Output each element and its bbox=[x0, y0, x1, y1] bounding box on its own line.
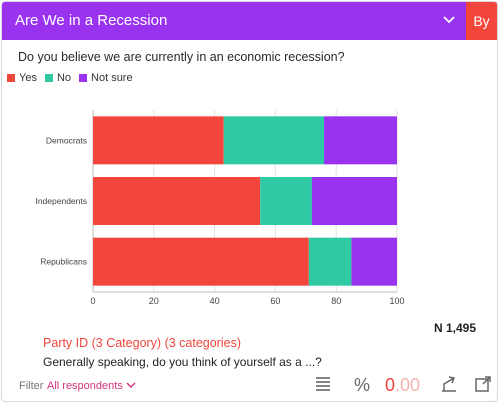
legend-item-no: No bbox=[44, 72, 72, 84]
bar-segment bbox=[93, 116, 224, 165]
stacked-bar-chart: 0 20 40 60 80 100 Democrats Independents Republi… bbox=[35, 110, 405, 306]
party-id-question: Generally speaking, do you think of your… bbox=[43, 355, 322, 369]
chevron-down-icon[interactable] bbox=[442, 13, 456, 27]
x-tick-label: 80 bbox=[331, 296, 341, 306]
percent-toggle[interactable]: % bbox=[354, 375, 371, 395]
share-icon[interactable] bbox=[440, 375, 458, 398]
x-tick-label: 0 bbox=[90, 296, 95, 306]
party-id-label[interactable]: Party ID (3 Category) (3 categories) bbox=[43, 336, 241, 350]
question-text: Do you believe we are currently in an ec… bbox=[18, 50, 345, 64]
expand-icon[interactable] bbox=[474, 375, 492, 398]
legend-label-not-sure: Not sure bbox=[91, 72, 133, 84]
legend-item-yes: Yes bbox=[7, 72, 37, 84]
legend-item-not-sure: Not sure bbox=[79, 72, 133, 84]
filter-value: All respondents bbox=[47, 380, 123, 392]
filter-dropdown[interactable]: All respondents bbox=[47, 380, 136, 392]
x-tick-label: 60 bbox=[270, 296, 280, 306]
decimals-toggle[interactable]: 0.00 bbox=[385, 375, 420, 396]
table-view-icon[interactable] bbox=[314, 375, 332, 396]
chart-legend: Yes No Not sure bbox=[7, 72, 133, 84]
decimals-extra: .00 bbox=[395, 375, 421, 395]
legend-label-no: No bbox=[56, 72, 72, 84]
bar-segment bbox=[311, 177, 397, 225]
chevron-down-icon bbox=[126, 382, 136, 388]
decimals-main: 0 bbox=[385, 375, 396, 395]
bar-segment bbox=[260, 177, 312, 225]
bar-segment bbox=[223, 116, 325, 165]
bar-segment bbox=[308, 237, 352, 286]
legend-label-yes: Yes bbox=[19, 72, 37, 84]
bar-segment bbox=[324, 116, 397, 165]
x-tick-label: 40 bbox=[210, 296, 220, 306]
legend-swatch-not-sure bbox=[79, 74, 88, 82]
bar-segment bbox=[351, 237, 397, 286]
bar-segment bbox=[93, 237, 309, 286]
category-label: Independents bbox=[35, 196, 87, 206]
card-title: Are We in a Recession bbox=[15, 12, 168, 29]
category-label: Democrats bbox=[46, 135, 87, 145]
x-tick-label: 100 bbox=[389, 296, 404, 306]
by-button[interactable]: By bbox=[466, 2, 497, 40]
legend-swatch-no bbox=[44, 74, 53, 82]
category-label: Republicans bbox=[40, 257, 87, 267]
sample-size: N 1,495 bbox=[434, 321, 477, 335]
filter-label: Filter bbox=[19, 380, 44, 392]
card-header: Are We in a Recession By bbox=[2, 2, 497, 40]
legend-swatch-yes bbox=[7, 74, 15, 82]
bar-segment bbox=[93, 177, 261, 225]
x-tick-label: 20 bbox=[149, 296, 159, 306]
